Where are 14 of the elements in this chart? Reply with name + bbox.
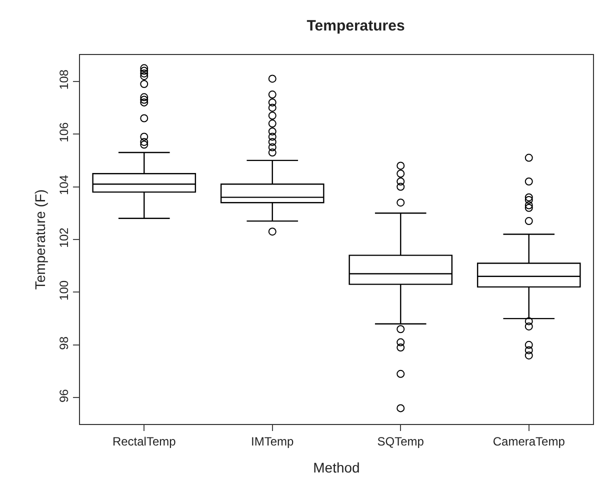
x-tick-label: IMTemp: [251, 434, 294, 448]
x-tick-label: CameraTemp: [492, 434, 566, 448]
x-axis-title: Method: [313, 460, 360, 476]
y-tick-label: 96: [57, 388, 72, 403]
y-tick-label: 106: [57, 122, 72, 142]
chart-title: Temperatures: [306, 18, 405, 35]
x-tick-label: RectalTemp: [112, 434, 176, 448]
y-tick-label: 108: [57, 69, 72, 90]
y-tick-label: 102: [57, 227, 72, 248]
y-tick-label: 100: [57, 280, 72, 300]
y-tick-label: 104: [57, 174, 72, 196]
y-axis-title: Temperature (F): [32, 189, 48, 290]
x-tick-label: SQTemp: [377, 434, 424, 448]
y-tick-label: 98: [57, 336, 72, 350]
